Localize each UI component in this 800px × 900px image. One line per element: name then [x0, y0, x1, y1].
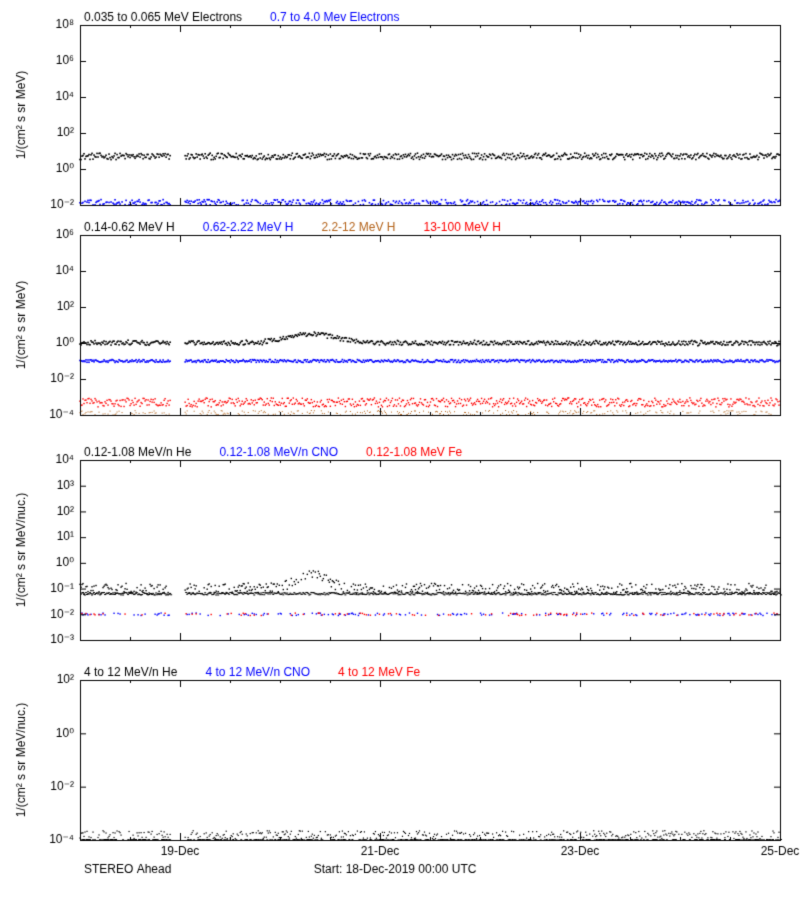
chart-container: [0, 0, 800, 900]
chart-canvas: [0, 0, 800, 900]
